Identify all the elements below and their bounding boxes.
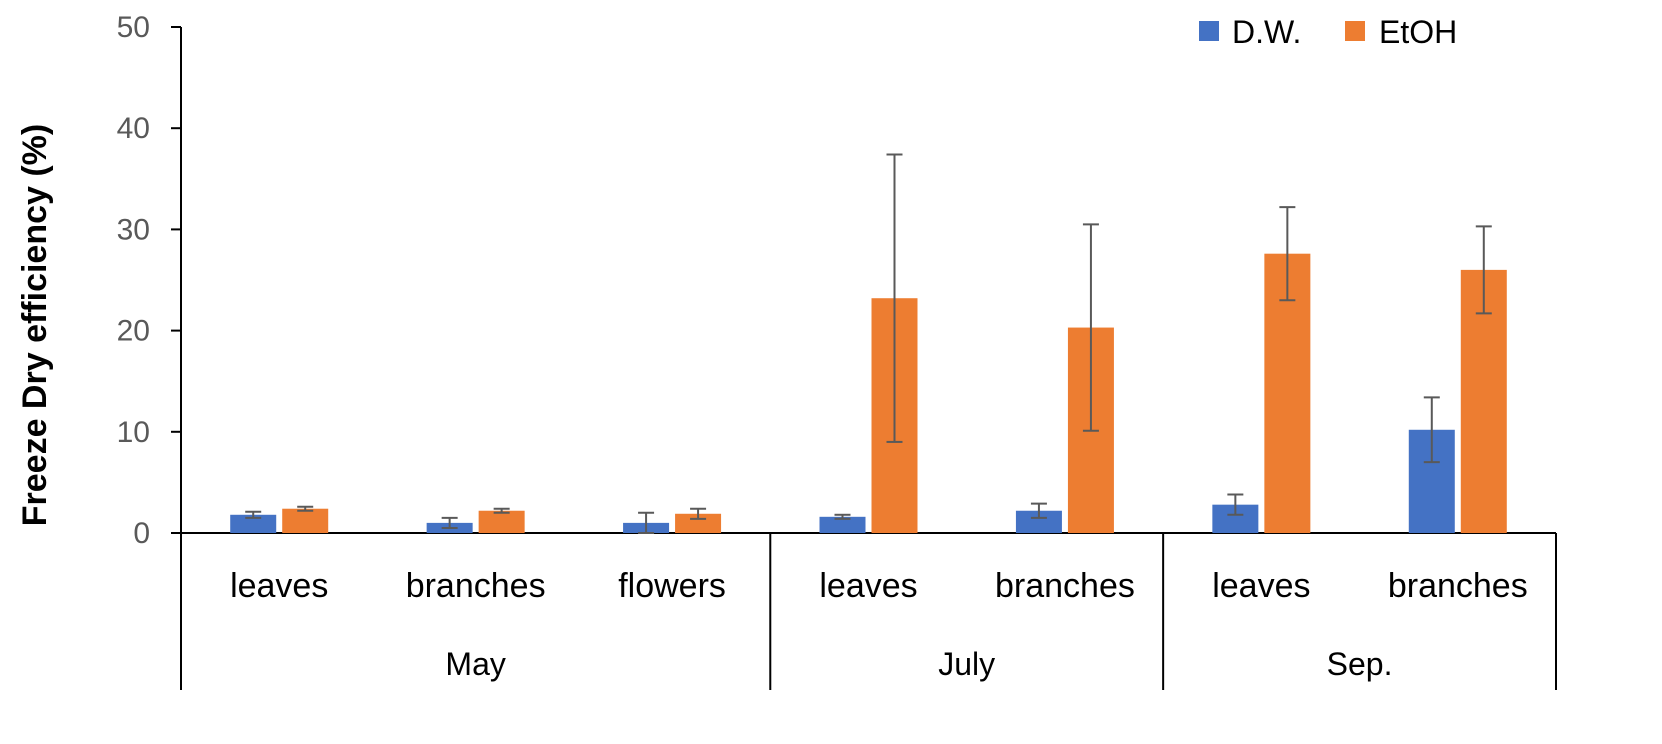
group-labels: May July Sep. <box>445 646 1392 682</box>
group-dividers <box>769 533 1557 690</box>
group-label: Sep. <box>1327 646 1393 682</box>
category-label: leaves <box>819 567 917 605</box>
bar-etoh <box>675 513 722 533</box>
axes <box>180 27 1556 690</box>
y-ticks: 0 10 20 30 40 50 <box>117 11 181 550</box>
legend-label: EtOH <box>1379 14 1457 50</box>
category-label: flowers <box>618 567 726 605</box>
category-label: branches <box>995 567 1135 605</box>
category-label: leaves <box>230 567 328 605</box>
legend-swatch <box>1345 21 1365 41</box>
y-tick-label: 30 <box>117 213 150 246</box>
group-label: May <box>445 646 505 682</box>
y-tick-label: 50 <box>117 11 150 44</box>
bar-dw <box>230 514 277 533</box>
legend: D.W. EtOH <box>1199 14 1457 50</box>
y-tick-label: 10 <box>117 416 150 449</box>
legend-swatch <box>1199 21 1219 41</box>
category-label: branches <box>406 567 546 605</box>
legend-label: D.W. <box>1232 14 1301 50</box>
y-tick-label: 0 <box>133 517 150 550</box>
bars <box>230 253 1507 534</box>
error-bars <box>245 153 1492 534</box>
y-tick-label: 40 <box>117 112 150 145</box>
group-label: July <box>938 646 995 682</box>
category-label: leaves <box>1212 567 1310 605</box>
category-label: branches <box>1388 567 1528 605</box>
category-labels: leaves branches flowers leaves branches leave… <box>230 567 1528 605</box>
bar-dw <box>1015 510 1062 533</box>
y-tick-label: 20 <box>117 315 150 348</box>
y-axis-title: Freeze Dry efficiency (%) <box>16 124 54 527</box>
bar-etoh <box>282 508 329 533</box>
bar-dw <box>819 516 866 533</box>
bar-etoh <box>478 510 525 533</box>
